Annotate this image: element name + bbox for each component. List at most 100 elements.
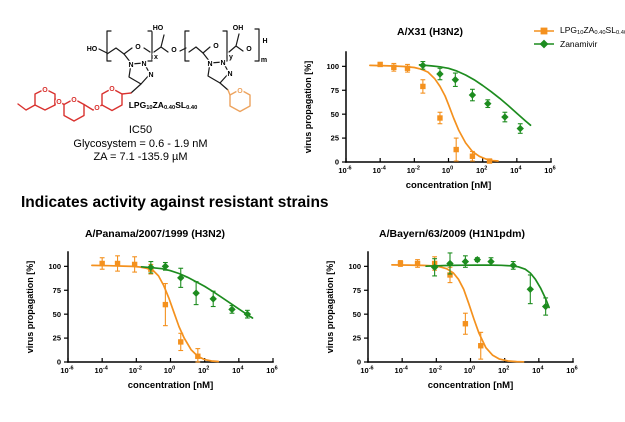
square-marker bbox=[162, 301, 169, 308]
legend-label: Zanamivir bbox=[560, 39, 597, 49]
atom-o-backbone1: O bbox=[135, 44, 141, 51]
fit-curve bbox=[369, 64, 499, 162]
legend-item: LPG10ZA0.40SL0.40 bbox=[533, 25, 625, 36]
rich-text-segment: 10 bbox=[577, 30, 584, 37]
chart-title-panama: A/Panama/2007/1999 (H3N2) bbox=[84, 228, 226, 240]
fit-curve bbox=[140, 265, 254, 319]
diamond-marker bbox=[539, 39, 549, 49]
x-tick-label: 10-6 bbox=[360, 366, 373, 376]
y-tick-label: 75 bbox=[53, 286, 61, 295]
y-tick-label: 0 bbox=[335, 158, 339, 167]
x-axis-label: concentration [nM] bbox=[406, 180, 492, 191]
tick-labels: 10-6 10-4 10-2 100 102 104 106 0 25 50 75 100 bbox=[326, 62, 555, 175]
diamond-marker bbox=[509, 261, 517, 270]
rich-text-segment: SL bbox=[605, 25, 616, 35]
diamond-marker bbox=[484, 99, 492, 108]
square-marker bbox=[486, 158, 493, 164]
rich-text-segment: 10 bbox=[146, 105, 153, 112]
square-marker bbox=[469, 153, 476, 159]
subscript-x: x bbox=[154, 54, 158, 61]
square-marker bbox=[437, 115, 443, 121]
rich-text-segment: LPG bbox=[560, 25, 578, 35]
rich-text-segment: 0.40 bbox=[615, 30, 625, 37]
square-marker bbox=[178, 339, 184, 345]
series-glycosystem bbox=[369, 61, 499, 164]
axes bbox=[67, 251, 274, 363]
x-tick-label: 10-6 bbox=[338, 166, 351, 176]
x-tick-label: 100 bbox=[442, 166, 453, 176]
y-tick-label: 0 bbox=[357, 358, 361, 367]
square-legend-swatch bbox=[534, 27, 554, 34]
square-marker bbox=[131, 261, 138, 268]
y-tick-label: 100 bbox=[348, 262, 361, 271]
diamond-marker bbox=[192, 289, 200, 297]
rich-text-segment: 0.40 bbox=[163, 105, 176, 112]
diamond-marker bbox=[473, 255, 482, 264]
fit-curve bbox=[91, 264, 220, 363]
y-tick-label: 50 bbox=[353, 310, 361, 319]
triazole2-n2: N bbox=[220, 60, 225, 67]
diamond-marker bbox=[436, 70, 444, 78]
x-tick-label: 102 bbox=[498, 366, 509, 376]
tick-labels: 10-6 10-4 10-2 100 102 104 106 0 25 50 75 100 bbox=[48, 262, 277, 375]
square-marker bbox=[462, 321, 469, 327]
rich-text-segment: 0.40 bbox=[594, 30, 606, 37]
x-tick-label: 102 bbox=[198, 366, 209, 376]
ic50-za-value: ZA = 7.1 -135.9 µM bbox=[93, 151, 188, 163]
square-marker bbox=[114, 260, 121, 267]
rich-text-segment: Zanamivir bbox=[560, 39, 598, 50]
x-tick-label: 106 bbox=[566, 366, 577, 376]
ticks bbox=[364, 265, 574, 363]
glycan-o4: O bbox=[56, 99, 62, 106]
ic50-title: IC50 bbox=[128, 124, 153, 136]
square-marker bbox=[420, 83, 426, 90]
diamond-marker bbox=[468, 91, 477, 99]
diamond-marker bbox=[501, 113, 509, 121]
series-zanamivir bbox=[140, 261, 254, 319]
diamond-marker bbox=[209, 295, 217, 303]
red-oxygen-labels: O O O O O bbox=[41, 85, 117, 114]
atom-o-backbone3: O bbox=[213, 43, 219, 50]
x-tick-label: 100 bbox=[164, 366, 175, 376]
square-marker bbox=[414, 260, 421, 267]
x-tick-label: 102 bbox=[476, 166, 487, 176]
square-marker bbox=[99, 260, 105, 267]
ic50-summary: IC50 Glycosystem = 0.6 - 1.9 nM ZA = 7.1… bbox=[28, 124, 253, 165]
polymer-backbone bbox=[98, 28, 260, 94]
diamond-marker bbox=[526, 285, 534, 294]
series-glycosystem bbox=[91, 255, 220, 363]
y-axis-label: virus propagation [%] bbox=[303, 61, 313, 154]
atom-h-end: H bbox=[262, 38, 267, 45]
atom-oh-top: OH bbox=[233, 25, 244, 32]
glycan-red-rings bbox=[17, 87, 132, 122]
series-zanamivir bbox=[425, 252, 550, 316]
y-axis-label: virus propagation [%] bbox=[25, 261, 35, 354]
rich-text-segment: ZA bbox=[583, 25, 595, 35]
diamond-marker bbox=[516, 124, 524, 133]
rich-text-segment: 0.40 bbox=[186, 105, 198, 112]
diamond-marker bbox=[446, 259, 454, 268]
x-tick-label: 10-6 bbox=[60, 366, 73, 376]
x-tick-label: 100 bbox=[464, 366, 475, 376]
square-marker bbox=[391, 64, 397, 71]
pyran-orange-ring bbox=[227, 88, 251, 113]
triazole2-n3: N bbox=[227, 71, 232, 78]
atom-o-backbone2: O bbox=[171, 47, 177, 54]
diamond-marker bbox=[487, 257, 495, 266]
triazole2-n1: N bbox=[207, 61, 212, 68]
square-marker bbox=[540, 27, 548, 34]
atom-o-backbone4: O bbox=[246, 46, 252, 53]
dose-response-plot-x31: 10-6 10-4 10-2 100 102 104 106 0 25 50 75 100 concen… bbox=[303, 51, 556, 191]
ticks bbox=[64, 265, 274, 363]
y-axis-label: virus propagation [%] bbox=[325, 261, 335, 354]
atom-ho-left: HO bbox=[87, 46, 98, 53]
diamond-legend-swatch bbox=[534, 39, 554, 49]
x-tick-label: 104 bbox=[510, 166, 522, 176]
x-tick-label: 10-4 bbox=[395, 366, 409, 376]
series-glycosystem bbox=[391, 256, 525, 363]
glycan-o5: O bbox=[42, 87, 48, 94]
square-marker bbox=[404, 65, 411, 71]
x-tick-label: 10-4 bbox=[373, 166, 387, 176]
x-tick-label: 104 bbox=[232, 366, 244, 376]
